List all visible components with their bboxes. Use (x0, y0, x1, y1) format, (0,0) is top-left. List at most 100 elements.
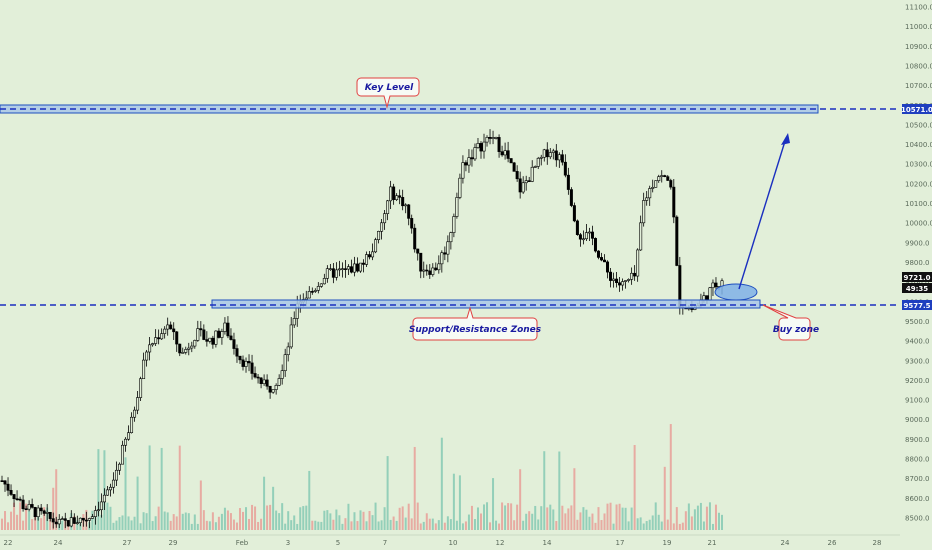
volume-bar (516, 504, 519, 530)
y-tick-label: 10000.0 (905, 220, 932, 228)
candle-body (464, 162, 468, 166)
candle-body (633, 272, 637, 277)
volume-bar (371, 515, 374, 530)
volume-bar (696, 505, 699, 530)
volume-bar (404, 517, 407, 530)
support-resistance-zone (211, 299, 761, 309)
candle-body (235, 348, 239, 357)
x-tick-label: 3 (286, 539, 290, 547)
volume-bar (507, 503, 510, 530)
candle-body (154, 337, 158, 344)
volume-bar (537, 519, 540, 530)
candle-body (587, 231, 591, 234)
candle-body (66, 520, 70, 527)
y-tick-label: 11100.0 (905, 4, 932, 12)
volume-bar (606, 503, 609, 530)
volume-bar (139, 523, 142, 530)
candle-body (645, 197, 649, 201)
candle-body (434, 267, 438, 271)
volume-bar (232, 519, 235, 530)
volume-bar (178, 445, 181, 530)
volume-bar (594, 522, 597, 530)
candle-body (404, 204, 408, 207)
arrow-head-icon (781, 133, 790, 145)
volume-bar (672, 523, 675, 530)
candle-body (280, 370, 284, 379)
volume-bar (296, 523, 299, 530)
candle-body (368, 254, 372, 258)
volume-bar (106, 502, 109, 530)
volume-bar (510, 503, 513, 530)
volume-bar (130, 520, 133, 530)
candle-body (199, 328, 203, 331)
volume-bar (196, 523, 199, 530)
volume-bar (555, 521, 558, 530)
countdown-tag-text: 49:35 (906, 285, 928, 293)
volume-bar (308, 470, 311, 530)
candle-body (78, 517, 82, 523)
volume-bar (522, 520, 525, 530)
candle-body (355, 263, 359, 272)
candle-body (539, 156, 543, 159)
candle-body (590, 231, 594, 239)
volume-bar (479, 513, 482, 530)
volume-bar (603, 513, 606, 530)
volume-bar (154, 516, 157, 530)
candle-body (413, 227, 417, 250)
volume-bar (260, 518, 263, 530)
candle-body (557, 154, 561, 161)
volume-bar (55, 469, 58, 530)
candle-body (365, 254, 369, 265)
candle-body (220, 331, 224, 338)
volume-bar (287, 511, 290, 530)
volume-bar (449, 519, 452, 530)
y-tick-label: 8700.0 (905, 475, 930, 483)
volume-bar (648, 519, 651, 530)
candle-body (211, 337, 215, 345)
volume-bar (229, 513, 232, 530)
candle-body (310, 291, 314, 293)
projection-arrow-line (738, 137, 787, 290)
buy-zone-label: Buy zone (773, 325, 819, 335)
volume-bar (413, 446, 416, 530)
volume-bar (422, 521, 425, 530)
y-tick-label: 8900.0 (905, 436, 930, 444)
candle-body (337, 268, 341, 271)
volume-bar (452, 473, 455, 530)
volume-bar (100, 514, 103, 530)
candle-body (548, 152, 552, 158)
candle-body (497, 137, 501, 152)
volume-bar (579, 512, 582, 530)
candle-body (190, 345, 194, 349)
candle-body (15, 498, 19, 501)
candle-body (277, 378, 281, 386)
volume-bar (609, 502, 612, 530)
volume-bar (458, 475, 461, 530)
candle-body (286, 346, 290, 356)
candle-body (325, 268, 329, 279)
volume-bar (350, 521, 353, 530)
current-price-tag (902, 272, 932, 282)
volume-bar (263, 476, 266, 530)
candle-body (566, 174, 570, 190)
candle-body (383, 213, 387, 224)
candle-body (560, 154, 564, 163)
candle-body (3, 480, 7, 485)
volume-bar (341, 523, 344, 530)
volume-bar (383, 507, 386, 530)
x-tick-label: 24 (54, 539, 63, 547)
candle-body (121, 444, 125, 465)
y-tick-label: 9900.0 (905, 239, 930, 247)
volume-bar (630, 507, 633, 530)
volume-bar (395, 520, 398, 530)
volume-bar (281, 503, 284, 530)
volume-bar (245, 507, 248, 530)
volume-bar (576, 519, 579, 530)
current-price-tag-text: 9721.0 (903, 274, 930, 282)
volume-bar (612, 523, 615, 530)
upper-price-tag-text: 10571.0 (901, 106, 932, 114)
candle-body (542, 149, 546, 158)
volume-bar (145, 513, 148, 530)
candle-body (437, 263, 441, 271)
candle-body (618, 282, 622, 286)
